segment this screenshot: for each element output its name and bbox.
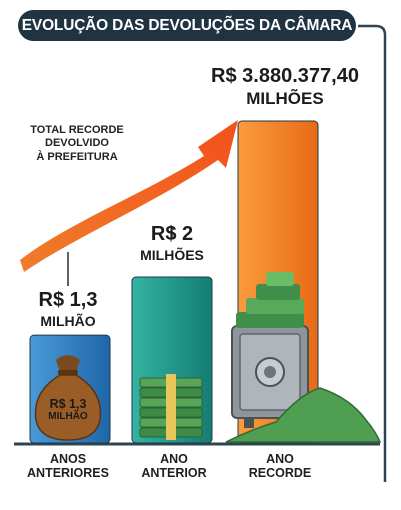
value-label-anos-anteriores: R$ 1,3 MILHÃO: [20, 290, 116, 329]
cash-stack-icon: [139, 374, 203, 440]
value-label-ano-anterior: R$ 2 MILHÕES: [124, 224, 220, 263]
x-tick-label-ano-recorde: ANO RECORDE: [230, 452, 330, 481]
x-tick-line: ANO: [160, 452, 188, 466]
x-tick-line: RECORDE: [248, 466, 312, 481]
growth-arrow: [20, 120, 238, 272]
annotation-line: TOTAL RECORDE: [30, 124, 124, 136]
annotation-line: DEVOLVIDO: [45, 137, 109, 150]
annotation-text: TOTAL RECORDE DEVOLVIDO À PREFEITURA: [22, 124, 132, 164]
value-label-ano-recorde: R$ 3.880.377,40 MILHÕES: [196, 66, 374, 108]
frame-line: [358, 24, 387, 482]
x-tick-line: ANTERIOR: [141, 466, 207, 481]
value-amount: R$ 1,3: [38, 289, 98, 311]
x-tick-label-ano-anterior: ANO ANTERIOR: [124, 452, 224, 481]
money-bag-icon: [34, 355, 102, 441]
x-tick-line: ANOS: [49, 452, 87, 466]
money-pile-icon: [236, 272, 304, 328]
bag-amount: R$ 1,3: [49, 397, 87, 411]
page-title: EVOLUÇÃO DAS DEVOLUÇÕES DA CÂMARA: [18, 10, 356, 41]
bag-unit: MILHÃO: [48, 411, 88, 423]
annotation-line: À PREFEITURA: [36, 150, 118, 163]
value-amount: R$ 2: [150, 223, 194, 245]
money-heap-icon: [225, 387, 382, 443]
value-unit: MILHÕES: [140, 247, 204, 263]
value-unit: MILHÃO: [40, 313, 96, 329]
x-tick-line: ANO: [266, 452, 294, 466]
money-bag-label: R$ 1,3 MILHÃO: [40, 397, 96, 423]
value-unit: MILHÕES: [246, 89, 324, 108]
x-tick-label-anos-anteriores: ANOS ANTERIORES: [18, 452, 118, 481]
x-tick-line: ANTERIORES: [27, 466, 109, 481]
value-amount: R$ 3.880.377,40: [211, 65, 359, 87]
